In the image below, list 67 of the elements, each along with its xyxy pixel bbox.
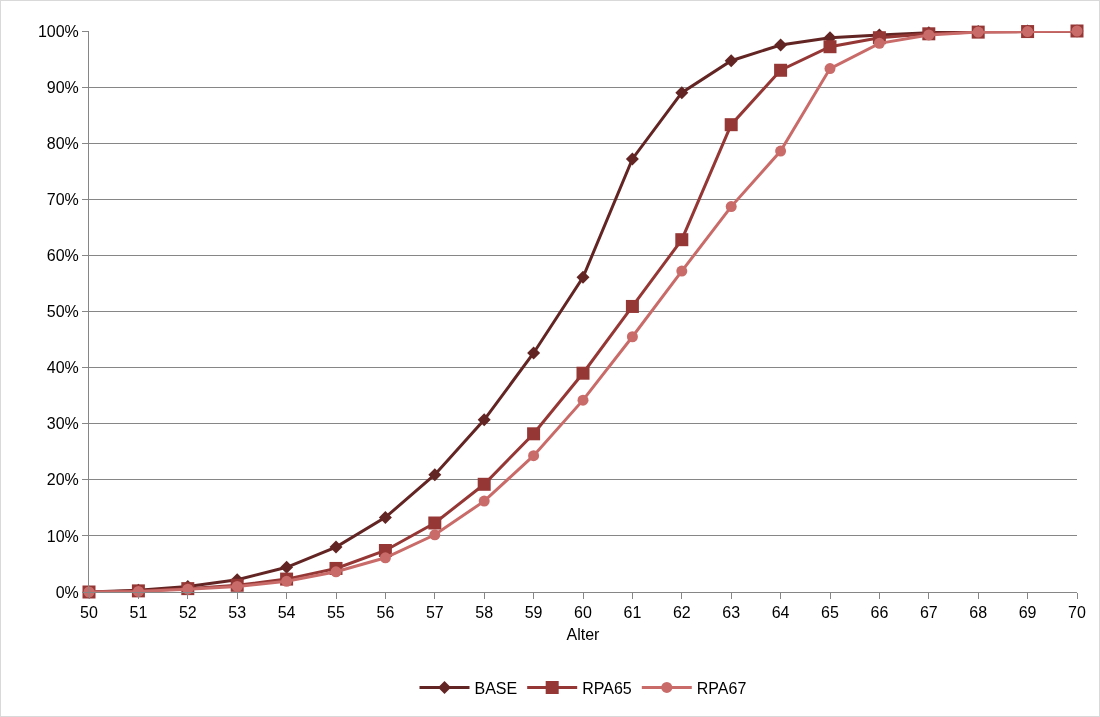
x-tick-label: 70	[1068, 604, 1086, 622]
x-tick-label: 62	[672, 604, 691, 622]
y-tick-label: 100%	[37, 22, 79, 40]
point	[280, 560, 294, 574]
legend-label: RPA67	[696, 679, 747, 697]
point	[824, 63, 836, 75]
point	[576, 270, 590, 284]
point	[428, 468, 442, 482]
x-axis-title: Alter	[566, 625, 601, 643]
x-tick-label: 54	[277, 604, 296, 622]
point	[429, 529, 441, 541]
point	[675, 86, 689, 100]
point	[625, 299, 639, 313]
point	[577, 394, 589, 406]
point	[329, 540, 343, 554]
point	[626, 331, 638, 343]
point	[330, 566, 342, 578]
point	[675, 233, 689, 247]
point	[676, 265, 688, 277]
legend-label: BASE	[474, 679, 518, 697]
point	[478, 495, 490, 507]
x-tick-label: 65	[821, 604, 839, 622]
y-tick-label: 60%	[46, 247, 79, 264]
y-tick-label: 30%	[46, 415, 79, 433]
y-tick-label: 10%	[46, 527, 79, 545]
point	[724, 54, 738, 68]
x-tick-label: 63	[722, 604, 741, 622]
point	[527, 427, 541, 441]
point	[378, 510, 392, 524]
point	[527, 346, 541, 360]
x-tick-label: 61	[623, 604, 642, 622]
x-tick-label: 53	[228, 604, 247, 622]
x-tick-label: 68	[969, 604, 988, 622]
x-tick-label: 57	[425, 604, 444, 622]
x-tick-label: 55	[327, 604, 345, 622]
x-tick-label: 59	[524, 604, 543, 622]
point	[428, 516, 442, 530]
legend-label: RPA65	[582, 679, 632, 697]
y-tick-label: 70%	[46, 190, 79, 208]
x-tick-label: 67	[919, 604, 938, 622]
point	[528, 450, 540, 462]
x-tick-label: 51	[129, 604, 148, 622]
x-tick-label: 66	[870, 604, 889, 622]
x-tick-label: 64	[771, 604, 790, 622]
y-tick-label: 90%	[46, 78, 79, 96]
point	[724, 118, 738, 132]
x-tick-label: 58	[475, 604, 494, 622]
x-tick-label: 52	[178, 604, 197, 622]
point	[379, 552, 391, 564]
x-tick-label: 56	[376, 604, 395, 622]
y-tick-label: 80%	[46, 134, 79, 152]
point	[774, 38, 788, 52]
point	[576, 366, 590, 380]
point	[477, 413, 491, 427]
point	[725, 201, 737, 213]
y-tick-label: 0%	[55, 583, 79, 601]
x-tick-label: 50	[80, 604, 98, 622]
point	[774, 63, 788, 77]
point	[823, 40, 837, 54]
point	[477, 477, 491, 491]
y-tick-label: 40%	[46, 359, 79, 377]
x-tick-label: 60	[574, 604, 592, 622]
y-tick-label: 50%	[46, 303, 79, 321]
y-tick-label: 20%	[46, 471, 79, 489]
point	[775, 145, 787, 157]
point	[625, 152, 639, 166]
x-tick-label: 69	[1018, 604, 1037, 622]
